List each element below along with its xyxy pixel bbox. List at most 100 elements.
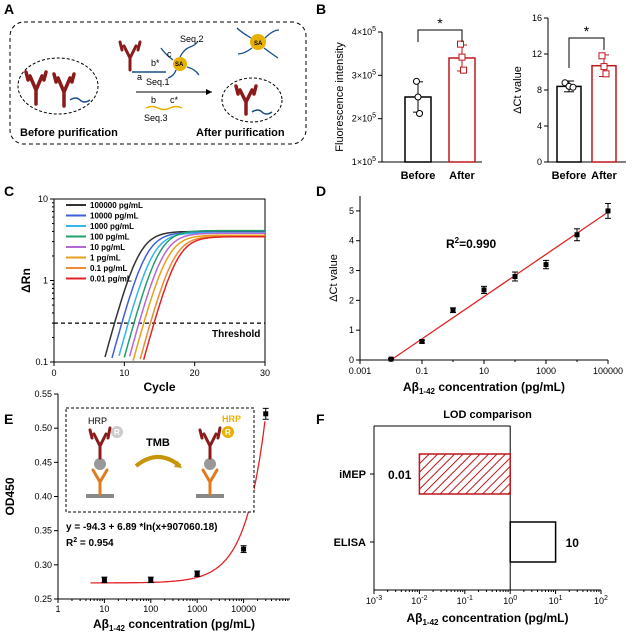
x-tick-label: 20 xyxy=(190,368,200,378)
seq3-strand xyxy=(145,105,183,111)
x-label-sub: 1-42 xyxy=(419,387,436,396)
bar xyxy=(556,85,582,163)
data-point xyxy=(512,274,518,280)
x-label-main: Aβ xyxy=(93,617,109,631)
x-tick-label: 100 xyxy=(143,604,158,614)
y-tick-label: 0.30 xyxy=(34,560,52,570)
x-tick-label: After xyxy=(591,170,617,182)
x-tick-label: Before xyxy=(401,170,436,182)
y-tick-label: 4 xyxy=(349,236,354,246)
x-tick-label: 30 xyxy=(260,368,270,378)
substrate-icon xyxy=(86,494,114,498)
seq-bstar-label: b* xyxy=(151,58,160,68)
series-line xyxy=(104,230,265,358)
x-label-main: Aβ xyxy=(406,611,422,625)
capture-antibody-icon xyxy=(201,468,219,496)
y-tick-exp: 5 xyxy=(372,156,376,163)
hrp-right-label: HRP xyxy=(222,414,241,424)
y-tick-exp: 5 xyxy=(372,113,376,120)
y-tick-label: 0.25 xyxy=(34,594,52,604)
x-axis-label: Cycle xyxy=(143,380,175,394)
y-axis-label: ΔRn xyxy=(19,268,33,293)
x-axis-label: Aβ1-42 concentration (pg/mL) xyxy=(403,380,565,396)
data-point xyxy=(600,63,608,71)
detection-antibody-icon xyxy=(198,426,222,460)
r-squared-label: R2=0.990 xyxy=(446,236,496,251)
delta-ct-chart: 0 4 8 12 16 ΔCt value Before After * xyxy=(512,13,626,182)
seq3-b-label: b xyxy=(151,95,156,105)
panel-letter-b: B xyxy=(316,1,326,17)
sa-strands xyxy=(160,40,200,79)
legend-label: 0.01 pg/mL xyxy=(90,275,132,284)
data-point xyxy=(388,356,394,362)
series-line xyxy=(132,234,265,361)
y-tick-label: 5 xyxy=(349,206,354,216)
x-tick-label: Before xyxy=(552,170,587,182)
x-tick-label: 0.001 xyxy=(349,366,372,376)
data-point xyxy=(194,571,200,577)
y-tick-label: 3 xyxy=(349,266,354,276)
x-tick-label: 10-2 xyxy=(411,595,427,606)
sa-icon xyxy=(173,57,187,71)
y-tick-label: 0.40 xyxy=(34,492,52,502)
panel-e: E 1 10 100 1000 10000 0.25 0.30 0.35 0.40 0.45 0.5… xyxy=(3,389,290,633)
standard-curve-chart: 0.001 0.1 10 1000 100000 0 1 2 3 4 5 Aβ1-42 concent… xyxy=(328,196,623,396)
panel-letter-d: D xyxy=(316,183,326,199)
x-tick-exp: 2 xyxy=(604,595,608,602)
legend-label: 1000 pg/mL xyxy=(90,222,134,231)
x-tick-label: 10-3 xyxy=(366,595,382,606)
data-point xyxy=(241,546,247,552)
r2-tail: = 0.954 xyxy=(77,538,114,549)
x-tick-label: After xyxy=(449,170,475,182)
sa-complex-strands xyxy=(236,27,280,59)
seq3-label: Seq.3 xyxy=(144,113,168,123)
r-left-label: R xyxy=(114,428,120,437)
seq2-label: Seq.2 xyxy=(180,34,204,44)
significance-star: * xyxy=(584,23,590,39)
r2-main: R xyxy=(446,237,455,251)
significance-bracket xyxy=(417,29,463,42)
value-label: 10 xyxy=(566,536,580,550)
x-tick-label: 10000 xyxy=(231,604,256,614)
x-tick-label: 100 xyxy=(503,595,517,606)
tmb-arrow xyxy=(134,455,182,468)
series-line xyxy=(128,232,265,357)
y-tick-mult: ×10 xyxy=(357,27,372,37)
x-tick-label: 102 xyxy=(594,595,608,606)
r-circle-icon xyxy=(111,426,123,438)
x-tick-label: 10 xyxy=(479,366,489,376)
r2-sup: 2 xyxy=(455,236,460,245)
bar xyxy=(509,521,557,563)
panel-letter-a: A xyxy=(4,1,14,17)
arrow-head-icon xyxy=(174,461,182,468)
bar xyxy=(448,57,476,163)
seq1-label: Seq.1 xyxy=(146,77,170,87)
y-tick-label: 1 xyxy=(349,325,354,335)
capture-antibody-icon xyxy=(91,468,109,496)
x-tick-base: 10 xyxy=(411,596,421,606)
fit-curve xyxy=(90,421,266,584)
x-tick-base: 10 xyxy=(366,596,376,606)
x-tick-exp: 1 xyxy=(559,595,563,602)
x-tick-exp: 0 xyxy=(513,595,517,602)
x-tick-label: 10 xyxy=(119,368,129,378)
y-tick-label: ELISA xyxy=(334,537,366,549)
y-axis-label: ΔCt value xyxy=(512,66,524,114)
y-tick-mult: ×10 xyxy=(357,157,372,167)
antigen-icon xyxy=(204,458,216,470)
data-point xyxy=(457,40,464,48)
x-label-main: Aβ xyxy=(403,380,419,394)
dna-strand-icon xyxy=(69,97,91,103)
seq3-cstar-label: c* xyxy=(170,95,179,105)
y-tick-label: 0.45 xyxy=(34,457,52,467)
purification-frame xyxy=(9,21,307,145)
y-tick-label: 0 xyxy=(349,355,354,365)
sa-label: SA xyxy=(175,62,184,68)
tmb-label: TMB xyxy=(146,437,170,449)
after-purification-label: After purification xyxy=(196,127,285,139)
x-tick-label: 10-1 xyxy=(457,595,473,606)
data-point xyxy=(263,411,269,417)
